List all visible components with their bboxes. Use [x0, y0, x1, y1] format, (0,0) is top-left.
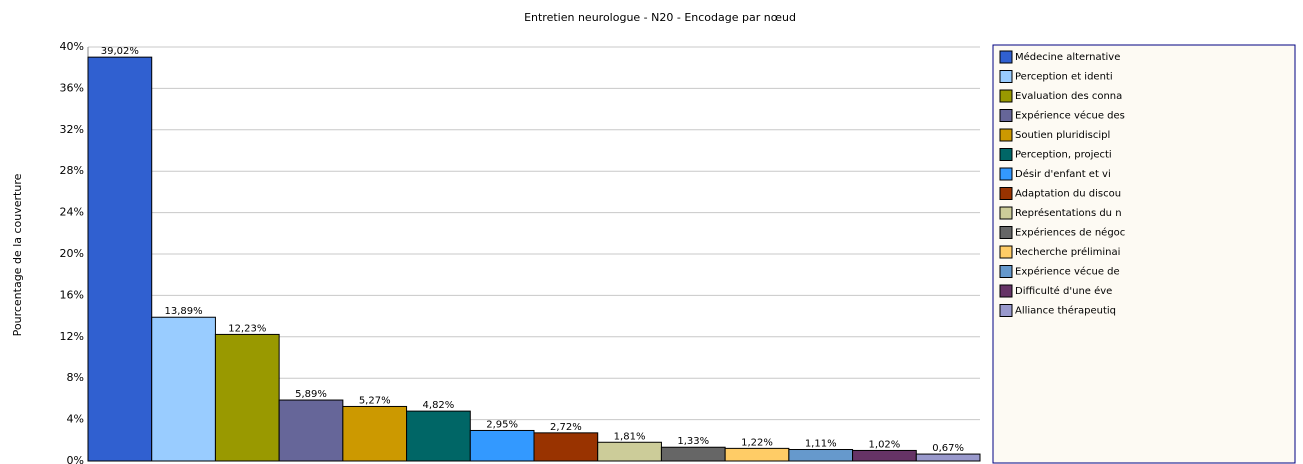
legend-swatch	[999, 89, 1013, 103]
bar	[788, 449, 854, 462]
legend-label: Difficulté d'une éve	[1015, 285, 1112, 297]
bar	[469, 429, 535, 462]
data-label: 1,81%	[614, 431, 646, 442]
legend-label: Expérience vécue des	[1015, 110, 1125, 122]
data-label: 5,27%	[359, 395, 391, 406]
legend-label: Expériences de négoc	[1015, 227, 1125, 239]
data-label: 2,72%	[550, 422, 582, 433]
legend-swatch	[999, 206, 1013, 220]
bar	[151, 316, 216, 462]
legend-swatch	[999, 109, 1013, 122]
legend-box	[992, 44, 1296, 464]
legend-swatch	[999, 187, 1013, 200]
y-tick-label: 28%	[60, 164, 84, 177]
bar	[406, 410, 471, 462]
y-tick-label: 16%	[60, 288, 84, 301]
y-tick-label: 0%	[67, 454, 84, 464]
y-tick-label: 20%	[60, 247, 84, 260]
data-label: 2,95%	[486, 419, 518, 430]
y-axis-label: Pourcentage de la couverture	[11, 173, 24, 336]
bar	[852, 449, 917, 462]
legend-swatch	[999, 304, 1013, 317]
bar	[915, 453, 981, 462]
data-label: 0,67%	[932, 443, 964, 454]
data-label: 39,02%	[101, 46, 139, 57]
data-label: 4,82%	[423, 400, 455, 411]
chart-title: Entretien neurologue - N20 - Encodage pa…	[524, 11, 796, 24]
legend-swatch	[999, 167, 1013, 181]
legend-label: Adaptation du discou	[1015, 189, 1121, 200]
data-label: 5,89%	[295, 389, 327, 400]
legend-label: Recherche préliminai	[1015, 246, 1120, 258]
y-tick-label: 8%	[67, 371, 84, 384]
legend-label: Perception, projecti	[1015, 150, 1112, 161]
legend-label: Représentations du n	[1015, 207, 1122, 219]
bar	[278, 399, 344, 462]
bar	[342, 405, 408, 462]
data-label: 13,89%	[165, 306, 203, 317]
legend-swatch	[999, 226, 1013, 239]
legend-label: Soutien pluridiscipl	[1015, 130, 1110, 141]
bar	[87, 56, 153, 462]
bar	[724, 447, 790, 462]
legend-swatch	[999, 265, 1013, 278]
y-tick-label: 32%	[60, 123, 84, 136]
data-label: 1,02%	[869, 439, 901, 450]
legend-swatch	[999, 50, 1013, 64]
data-label: 12,23%	[228, 323, 266, 334]
data-label: 1,11%	[805, 439, 837, 450]
legend-label: Perception et identi	[1015, 72, 1113, 83]
legend-swatch	[999, 148, 1013, 161]
bar	[597, 441, 662, 462]
legend-label: Médecine alternative	[1015, 51, 1120, 63]
bar	[214, 333, 280, 462]
y-tick-label: 40%	[60, 40, 84, 53]
legend-swatch	[999, 245, 1013, 259]
data-label: 1,33%	[677, 436, 709, 447]
y-tick-label: 12%	[60, 330, 84, 343]
y-tick-label: 36%	[60, 81, 84, 94]
legend-swatch	[999, 284, 1013, 298]
y-tick-label: 24%	[60, 206, 84, 219]
legend-label: Expérience vécue de	[1015, 266, 1120, 278]
bar	[533, 432, 599, 462]
y-tick-label: 4%	[67, 413, 84, 426]
legend-swatch	[999, 70, 1013, 83]
data-label: 1,22%	[741, 437, 773, 448]
legend-label: Evaluation des conna	[1015, 91, 1122, 102]
legend-swatch	[999, 128, 1013, 142]
legend-label: Désir d'enfant et vi	[1015, 168, 1111, 180]
bar	[660, 446, 726, 462]
legend-label: Alliance thérapeutiq	[1015, 305, 1116, 317]
